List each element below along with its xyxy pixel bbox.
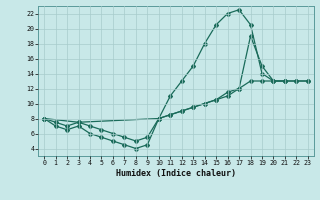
X-axis label: Humidex (Indice chaleur): Humidex (Indice chaleur) <box>116 169 236 178</box>
